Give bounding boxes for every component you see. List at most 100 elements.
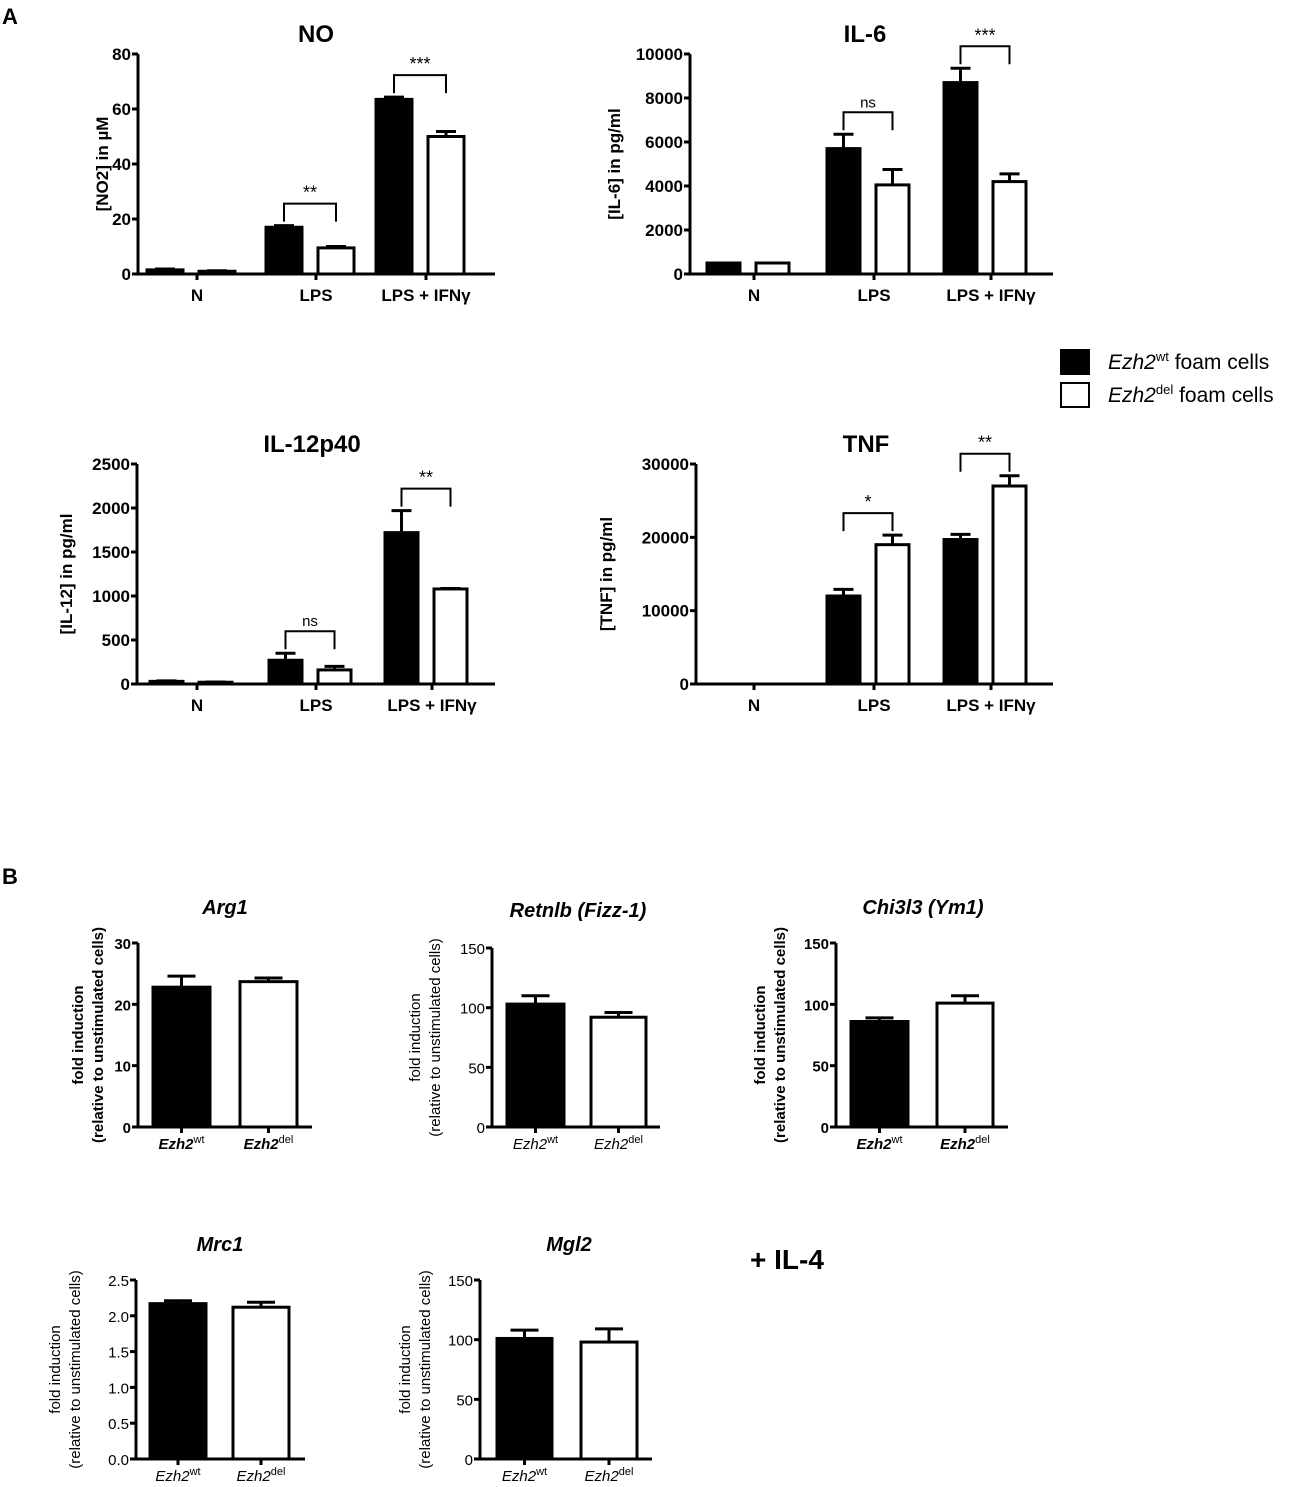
y-tick-label: 150 — [448, 1273, 473, 1290]
significance-bracket — [842, 111, 894, 131]
significance-bracket — [393, 74, 447, 94]
x-tick-label: LPS — [857, 286, 890, 305]
y-tick-label: 0 — [821, 1120, 829, 1137]
y-axis-label-sub: (relative to unstimulated cells) — [67, 1270, 84, 1468]
bar-wt — [495, 1336, 554, 1461]
bar-wt — [151, 985, 212, 1129]
x-tick-label: Ezh2wt — [158, 1134, 204, 1153]
y-tick-label: 2.5 — [108, 1273, 129, 1290]
y-axis-label: [NO2] in µM — [93, 117, 112, 212]
y-tick-label: 0 — [477, 1120, 485, 1137]
y-tick-label: 30000 — [642, 455, 689, 474]
y-tick-label: 8000 — [645, 89, 683, 108]
bar-wt — [942, 81, 979, 276]
significance-label: ns — [860, 94, 876, 111]
x-tick-label: N — [191, 286, 203, 305]
y-tick-label: 150 — [460, 941, 485, 958]
bar-del — [874, 543, 911, 686]
y-axis-label: [IL-12] in pg/ml — [57, 514, 76, 635]
bar-wt — [942, 538, 979, 686]
significance-label: *** — [974, 25, 995, 45]
x-tick-label: LPS + IFNγ — [387, 696, 477, 715]
chart-title: NO — [298, 21, 334, 48]
significance-bracket — [284, 630, 336, 650]
x-tick-label: Ezh2del — [585, 1466, 634, 1485]
chart-title: TNF — [843, 431, 890, 458]
bar-wt — [825, 594, 862, 686]
significance-bracket — [959, 452, 1011, 472]
y-tick-label: 80 — [112, 45, 131, 64]
bar-del — [991, 180, 1028, 276]
y-tick-label: 0.5 — [108, 1416, 129, 1433]
y-axis-label: [IL-6] in pg/ml — [605, 108, 624, 219]
y-tick-label: 50 — [468, 1060, 485, 1077]
significance-bracket — [400, 487, 452, 507]
y-tick-label: 0 — [680, 675, 689, 694]
y-tick-label: 150 — [804, 936, 829, 953]
y-axis-label-sub: (relative to unstimulated cells) — [417, 1270, 434, 1468]
y-tick-label: 100 — [448, 1333, 473, 1350]
y-tick-label: 60 — [112, 100, 131, 119]
y-tick-label: 0 — [465, 1452, 473, 1469]
chart-title: Arg1 — [201, 897, 248, 919]
chart-title: Mgl2 — [546, 1234, 592, 1256]
y-tick-label: 6000 — [645, 133, 683, 152]
x-tick-label: Ezh2del — [594, 1134, 643, 1153]
panel-b-label: B — [2, 864, 18, 889]
y-tick-label: 0 — [674, 265, 683, 284]
y-tick-label: 100 — [460, 1001, 485, 1018]
y-tick-label: 0 — [122, 265, 131, 284]
legend-item-wt: Ezh2wt foam cells — [1060, 345, 1274, 378]
y-tick-label: 500 — [102, 631, 130, 650]
y-tick-label: 4000 — [645, 177, 683, 196]
y-tick-label: 20 — [112, 210, 131, 229]
x-tick-label: Ezh2wt — [502, 1466, 547, 1485]
bar-del — [426, 135, 466, 276]
chart-title: IL-12p40 — [263, 431, 360, 458]
significance-bracket — [842, 512, 894, 532]
legend-swatch-del — [1060, 381, 1090, 408]
y-axis-label: fold induction — [752, 985, 769, 1084]
y-tick-label: 20000 — [642, 528, 689, 547]
y-axis-label: fold induction — [407, 993, 424, 1081]
y-axis-label: fold induction — [70, 985, 87, 1084]
y-tick-label: 0 — [121, 675, 130, 694]
x-tick-label: LPS — [299, 286, 332, 305]
bar-del — [589, 1015, 648, 1129]
bar-del — [935, 1001, 995, 1129]
y-tick-label: 30 — [114, 936, 131, 953]
legend: Ezh2wt foam cells Ezh2del foam cells — [1060, 345, 1274, 411]
legend-item-del: Ezh2del foam cells — [1060, 378, 1274, 411]
significance-bracket — [283, 202, 337, 222]
y-tick-label: 2500 — [92, 455, 130, 474]
y-axis-label: fold induction — [47, 1325, 64, 1413]
il4-annotation: + IL-4 — [750, 1244, 824, 1275]
y-tick-label: 10 — [114, 1059, 131, 1076]
y-tick-label: 1500 — [92, 543, 130, 562]
panel-a-label: A — [2, 4, 18, 29]
x-tick-label: N — [748, 696, 760, 715]
significance-bracket — [959, 45, 1011, 65]
y-axis-label: fold induction — [397, 1325, 414, 1413]
x-tick-label: LPS + IFNγ — [946, 286, 1036, 305]
y-tick-label: 10000 — [642, 602, 689, 621]
x-tick-label: Ezh2del — [237, 1466, 286, 1485]
y-tick-label: 100 — [804, 997, 829, 1014]
x-tick-label: LPS + IFNγ — [946, 696, 1036, 715]
bar-del — [579, 1340, 639, 1461]
y-axis-label-sub: (relative to unstimulated cells) — [90, 927, 107, 1143]
x-tick-label: Ezh2del — [244, 1134, 294, 1153]
y-tick-label: 0.0 — [108, 1452, 129, 1469]
y-tick-label: 1.5 — [108, 1345, 129, 1362]
significance-label: ** — [419, 468, 433, 488]
chart-title: Retnlb (Fizz-1) — [510, 900, 647, 922]
y-tick-label: 50 — [812, 1059, 829, 1076]
x-tick-label: Ezh2wt — [155, 1466, 200, 1485]
bar-wt — [825, 147, 862, 276]
bar-del — [754, 261, 791, 276]
y-tick-label: 20 — [114, 997, 131, 1014]
significance-label: ns — [302, 613, 318, 630]
y-tick-label: 40 — [112, 155, 131, 174]
chart-title: Mrc1 — [197, 1234, 244, 1256]
bar-wt — [705, 261, 742, 276]
